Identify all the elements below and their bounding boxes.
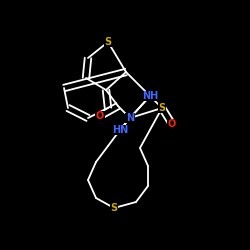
Text: O: O (168, 119, 176, 129)
Text: S: S (104, 37, 112, 47)
Text: HN: HN (112, 125, 128, 135)
Text: S: S (158, 103, 166, 113)
Text: O: O (96, 111, 104, 121)
Text: N: N (126, 113, 134, 123)
Text: NH: NH (142, 91, 158, 101)
Text: S: S (110, 203, 117, 213)
